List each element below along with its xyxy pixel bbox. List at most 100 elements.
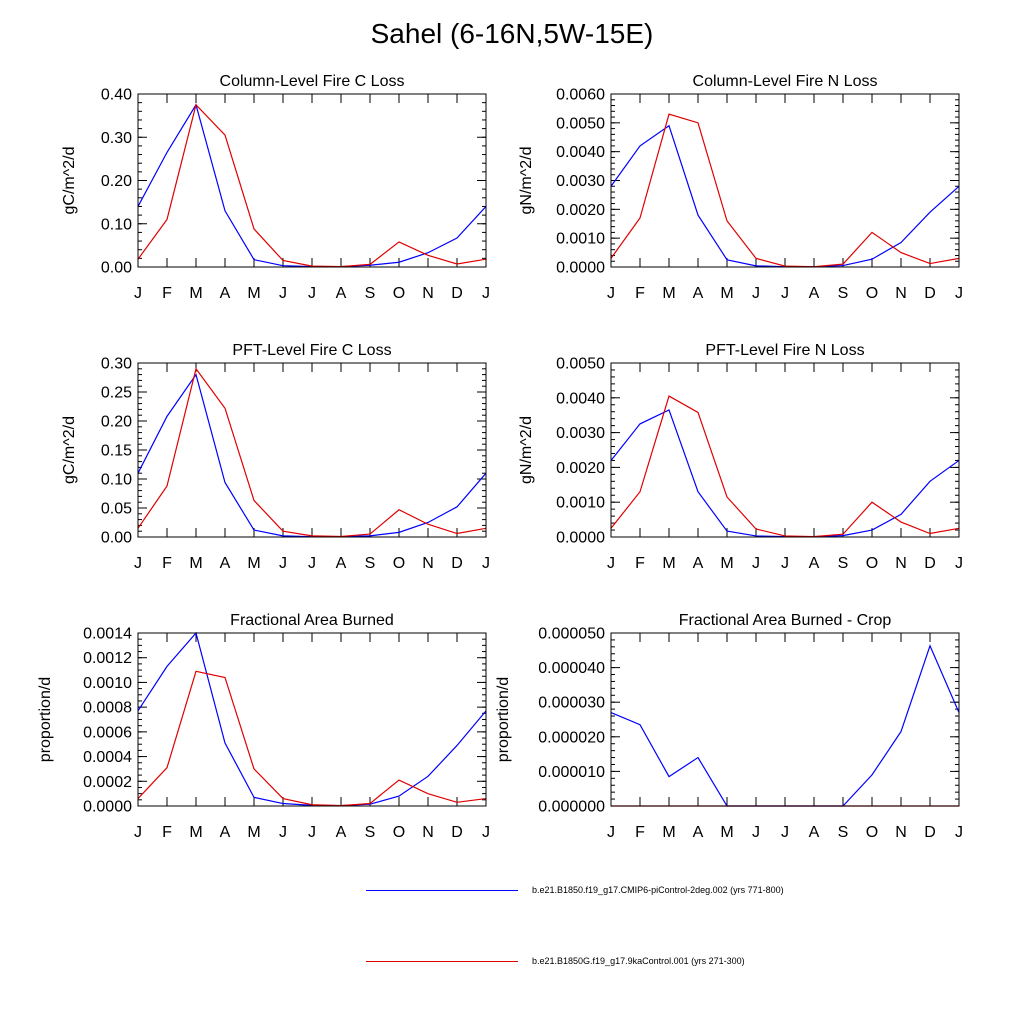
x-tick-label: M — [720, 824, 733, 841]
x-tick-label: J — [955, 824, 963, 841]
panel-title: Column-Level Fire N Loss — [693, 73, 878, 90]
panel-title: Fractional Area Burned - Crop — [679, 612, 892, 629]
x-tick-label: O — [866, 555, 878, 572]
x-tick-label: F — [162, 555, 172, 572]
x-tick-label: J — [607, 555, 615, 572]
legend-label-red: b.e21.B1850G.f19_g17.9kaControl.001 (yrs… — [532, 956, 745, 966]
y-tick-label: 0.000000 — [538, 799, 605, 816]
x-tick-label: A — [693, 285, 704, 302]
panel-title: PFT-Level Fire C Loss — [232, 342, 391, 359]
chart-panel-3: PFT-Level Fire C Loss gC/m^2/d 0.00 0.05 0.1… — [61, 342, 490, 572]
x-tick-label: A — [809, 285, 820, 302]
y-tick-label: 0.0000 — [83, 799, 132, 816]
x-tick-label: S — [365, 285, 376, 302]
series-line-red — [137, 103, 487, 268]
x-tick-label: J — [955, 285, 963, 302]
x-tick-label: N — [422, 555, 434, 572]
x-tick-label: D — [451, 824, 463, 841]
plot-frame — [610, 632, 960, 807]
x-tick-label: J — [482, 285, 490, 302]
y-tick-label: 0.000050 — [538, 626, 605, 643]
x-tick-label: J — [752, 555, 760, 572]
x-tick-label: M — [189, 824, 202, 841]
chart-panel-5: Fractional Area Burned proportion/d 0.0000… — [37, 612, 490, 841]
figure-title: Sahel (6-16N,5W-15E) — [370, 18, 654, 49]
chart-panel-1: Column-Level Fire C Loss gC/m^2/d 0.00 0.10… — [61, 73, 490, 302]
y-tick-label: 0.0014 — [83, 626, 132, 643]
x-tick-label: D — [451, 555, 463, 572]
x-tick-label: F — [635, 555, 645, 572]
y-tick-label: 0.10 — [101, 472, 132, 489]
y-tick-label: 0.000040 — [538, 660, 605, 677]
plot-frame — [137, 362, 487, 538]
x-tick-label: J — [482, 555, 490, 572]
y-tick-label: 0.0010 — [556, 495, 605, 512]
x-tick-label: O — [393, 824, 405, 841]
x-tick-label: M — [189, 285, 202, 302]
series-line-blue — [610, 409, 960, 538]
x-tick-label: A — [220, 824, 231, 841]
x-tick-label: A — [809, 824, 820, 841]
y-tick-label: 0.0050 — [556, 356, 605, 373]
y-tick-label: 0.30 — [101, 356, 132, 373]
y-axis-label: proportion/d — [495, 677, 512, 762]
x-tick-label: A — [220, 285, 231, 302]
y-axis-label: gC/m^2/d — [61, 416, 78, 484]
x-tick-label: J — [134, 824, 142, 841]
x-tick-label: J — [308, 555, 316, 572]
x-tick-label: A — [693, 824, 704, 841]
x-tick-label: J — [955, 555, 963, 572]
x-tick-label: J — [781, 285, 789, 302]
y-tick-label: 0.05 — [101, 501, 132, 518]
x-tick-label: J — [482, 824, 490, 841]
x-tick-label: M — [720, 555, 733, 572]
x-tick-label: S — [838, 824, 849, 841]
x-tick-label: M — [189, 555, 202, 572]
y-tick-label: 0.0002 — [83, 774, 132, 791]
x-tick-label: J — [607, 824, 615, 841]
x-tick-label: J — [781, 555, 789, 572]
x-tick-label: F — [635, 824, 645, 841]
x-tick-label: M — [247, 824, 260, 841]
chart-panel-4: PFT-Level Fire N Loss gN/m^2/d 0.0000 0.001… — [518, 342, 963, 572]
x-tick-label: O — [866, 824, 878, 841]
series-line-red — [610, 395, 960, 538]
y-tick-label: 0.0040 — [556, 390, 605, 407]
y-tick-label: 0.0020 — [556, 460, 605, 477]
legend-label-blue: b.e21.B1850.f19_g17.CMIP6-piControl-2deg… — [532, 885, 784, 895]
series-line-blue — [610, 124, 960, 268]
series-line-blue — [610, 644, 960, 807]
y-axis-label: gN/m^2/d — [518, 416, 535, 484]
y-tick-label: 0.0030 — [556, 425, 605, 442]
y-tick-label: 0.0008 — [83, 700, 132, 717]
x-tick-label: M — [247, 285, 260, 302]
x-tick-label: N — [422, 824, 434, 841]
y-tick-label: 0.20 — [101, 414, 132, 431]
y-tick-label: 0.0010 — [83, 675, 132, 692]
x-tick-label: A — [809, 555, 820, 572]
y-tick-label: 0.30 — [101, 130, 132, 147]
panel-title: Column-Level Fire C Loss — [220, 73, 405, 90]
x-tick-label: J — [134, 555, 142, 572]
x-tick-label: D — [451, 285, 463, 302]
x-tick-label: J — [607, 285, 615, 302]
y-tick-label: 0.0060 — [556, 87, 605, 104]
y-tick-label: 0.0010 — [556, 231, 605, 248]
x-tick-label: M — [662, 824, 675, 841]
x-tick-label: N — [895, 555, 907, 572]
y-tick-label: 0.0012 — [83, 650, 132, 667]
series-line-red — [137, 367, 487, 538]
series-line-blue — [137, 373, 487, 538]
panel-title: PFT-Level Fire N Loss — [705, 342, 864, 359]
y-axis-label: gN/m^2/d — [518, 147, 535, 215]
y-tick-label: 0.20 — [101, 173, 132, 190]
y-tick-label: 0.25 — [101, 385, 132, 402]
x-tick-label: A — [693, 555, 704, 572]
y-tick-label: 0.0050 — [556, 115, 605, 132]
x-tick-label: J — [308, 285, 316, 302]
panel-title: Fractional Area Burned — [230, 612, 394, 629]
x-tick-label: J — [279, 824, 287, 841]
x-tick-label: O — [393, 285, 405, 302]
x-tick-label: M — [720, 285, 733, 302]
